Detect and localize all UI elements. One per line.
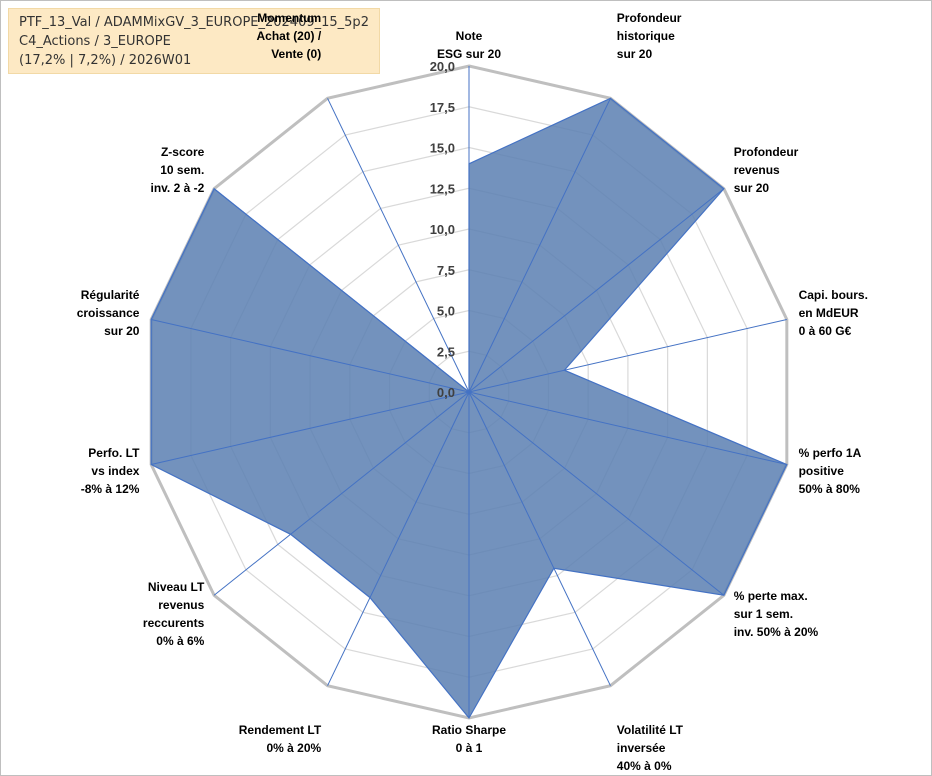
- spoke-line: [327, 98, 470, 393]
- axis-label-line: Momentum: [257, 11, 321, 25]
- spoke-line: [151, 391, 470, 466]
- axis-label: Note ESG sur 20: [437, 29, 501, 61]
- axis-label-line: 10 sem.: [160, 163, 204, 177]
- spokes: [151, 66, 787, 718]
- axis-label-line: -8% à 12%: [81, 482, 140, 496]
- axis-label-line: Régularité: [81, 288, 140, 302]
- tick-label: 20,0: [430, 59, 455, 74]
- axis-label: Ratio Sharpe 0 à 1: [432, 723, 506, 755]
- axis-label-line: inv. 50% à 20%: [734, 625, 819, 639]
- spoke-line: [468, 188, 725, 393]
- axis-label-line: vs index: [91, 464, 139, 478]
- tick-label: 5,0: [437, 304, 455, 319]
- axis-label-line: sur 20: [734, 181, 770, 195]
- axis-label-line: Profondeur: [617, 11, 682, 25]
- axis-label-line: Vente (0): [271, 47, 321, 61]
- radial-tick-labels: 0,0 2,5 5,0 7,5 10,0 12,5 15,0 17,5 20,0: [430, 59, 455, 400]
- spoke-line: [468, 391, 611, 686]
- axis-labels: Note ESG sur 20 Profondeur historique sur 20…: [77, 11, 868, 773]
- axis-label-line: 0 à 60 G€: [799, 324, 852, 338]
- axis-label: Capi. bours. en MdEUR 0 à 60 G€: [799, 288, 868, 338]
- spoke-line: [151, 318, 470, 393]
- axis-label-line: 50% à 80%: [799, 482, 861, 496]
- axis-label-line: Profondeur: [734, 145, 799, 159]
- axis-label-line: en MdEUR: [799, 306, 859, 320]
- axis-label: % perte max. sur 1 sem. inv. 50% à 20%: [734, 589, 819, 639]
- axis-label-line: revenus: [158, 598, 204, 612]
- axis-label: Z-score 10 sem. inv. 2 à -2: [150, 145, 204, 195]
- axis-label-line: Z-score: [161, 145, 205, 159]
- axis-label-line: Niveau LT: [148, 580, 205, 594]
- performance-week: (17,2% | 7,2%) / 2026W01: [19, 53, 192, 68]
- spoke-line: [468, 98, 611, 393]
- axis-label-line: Perfo. LT: [88, 446, 140, 460]
- axis-label: Profondeur historique sur 20: [617, 11, 682, 61]
- axis-label-line: Volatilité LT: [617, 723, 684, 737]
- spoke-line: [468, 391, 787, 466]
- axis-label-line: inversée: [617, 741, 666, 755]
- axis-label-line: reccurents: [143, 616, 205, 630]
- tick-label: 2,5: [437, 344, 455, 359]
- tick-label: 17,5: [430, 100, 455, 115]
- axis-label: % perfo 1A positive 50% à 80%: [799, 446, 862, 496]
- tick-label: 15,0: [430, 141, 455, 156]
- axis-label-line: % perte max.: [734, 589, 808, 603]
- tick-label: 0,0: [437, 385, 455, 400]
- axis-label-line: 0% à 6%: [156, 634, 204, 648]
- axis-label-line: 40% à 0%: [617, 759, 672, 773]
- axis-label: Momentum Achat (20) / Vente (0): [257, 11, 322, 61]
- tick-label: 7,5: [437, 263, 455, 278]
- tick-label: 10,0: [430, 222, 455, 237]
- axis-label-line: historique: [617, 29, 675, 43]
- axis-label-line: inv. 2 à -2: [150, 181, 204, 195]
- axis-label-line: % perfo 1A: [799, 446, 862, 460]
- axis-label: Rendement LT 0% à 20%: [239, 723, 322, 755]
- axis-label-line: Achat (20) /: [257, 29, 322, 43]
- axis-label-line: revenus: [734, 163, 780, 177]
- axis-label-line: sur 20: [617, 47, 653, 61]
- spoke-line: [213, 391, 470, 596]
- tick-label: 12,5: [430, 181, 455, 196]
- axis-label-line: sur 20: [104, 324, 140, 338]
- asset-class: C4_Actions / 3_EUROPE: [19, 34, 171, 49]
- axis-label-line: croissance: [77, 306, 140, 320]
- axis-label: Profondeur revenus sur 20: [734, 145, 799, 195]
- axis-label: Volatilité LT inversée 40% à 0%: [617, 723, 684, 773]
- axis-label-line: ESG sur 20: [437, 47, 501, 61]
- axis-label-line: Capi. bours.: [799, 288, 868, 302]
- axis-label: Régularité croissance sur 20: [77, 288, 140, 338]
- axis-label: Niveau LT revenus reccurents 0% à 6%: [143, 580, 205, 648]
- axis-label-line: Note: [456, 29, 483, 43]
- spoke-line: [327, 391, 470, 686]
- portfolio-name: PTF_13_Val / ADAMMixGV_3_EUROPE_202409_1…: [19, 15, 369, 30]
- axis-label: Perfo. LT vs index -8% à 12%: [81, 446, 140, 496]
- spoke-line: [213, 188, 470, 393]
- axis-label-line: Rendement LT: [239, 723, 322, 737]
- axis-label-line: sur 1 sem.: [734, 607, 793, 621]
- axis-label-line: 0 à 1: [456, 741, 483, 755]
- axis-label-line: Ratio Sharpe: [432, 723, 506, 737]
- axis-label-line: positive: [799, 464, 845, 478]
- spoke-line: [468, 391, 725, 596]
- axis-label-line: 0% à 20%: [267, 741, 322, 755]
- spoke-line: [468, 318, 787, 393]
- portfolio-info-box: PTF_13_Val / ADAMMixGV_3_EUROPE_202409_1…: [8, 8, 380, 74]
